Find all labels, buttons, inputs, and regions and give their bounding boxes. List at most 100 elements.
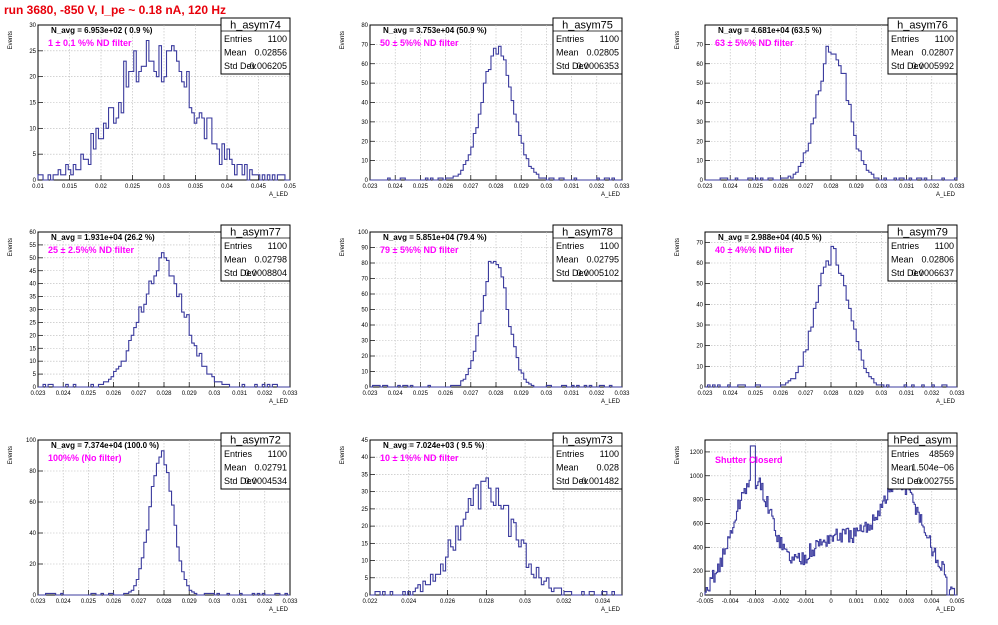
x-tick-label: 0.04 <box>221 184 233 190</box>
stat-value: 0.0008804 <box>244 268 287 278</box>
y-tick-label: 20 <box>29 75 36 81</box>
x-tick-label: 0.024 <box>388 184 404 190</box>
y-tick-label: 60 <box>361 62 368 68</box>
y-tick-label: 100 <box>26 438 37 444</box>
y-tick-label: 20 <box>696 139 703 145</box>
x-tick-label: 0.032 <box>257 599 273 605</box>
filter-annotation: 40 ± 4%% ND filter <box>715 245 794 255</box>
histogram-name: h_asym75 <box>562 20 613 32</box>
y-tick-label: 15 <box>29 101 36 107</box>
x-tick-label: 0.031 <box>899 184 915 190</box>
x-tick-label: 0.033 <box>614 184 630 190</box>
filter-annotation: 79 ± 5%% ND filter <box>380 245 459 255</box>
stats-box: h_asym77 Entries 1100 Mean 0.02798 Std Dev0.0… <box>220 224 291 282</box>
x-axis-label: A_LED <box>936 399 956 405</box>
y-tick-label: 70 <box>361 42 368 48</box>
y-tick-label: 100 <box>358 230 369 236</box>
x-tick-label: 0.023 <box>362 391 378 397</box>
x-tick-label: 0.001 <box>849 599 865 605</box>
stat-value: 1100 <box>268 241 287 251</box>
stat-label: Std Dev <box>891 61 924 71</box>
y-tick-label: 30 <box>29 308 36 314</box>
x-tick-label: 0.033 <box>282 599 298 605</box>
stat-value: 1100 <box>600 34 619 44</box>
y-tick-label: 400 <box>693 545 704 551</box>
x-tick-label: 0.03 <box>209 599 221 605</box>
x-tick-label: 0.026 <box>440 599 456 605</box>
histogram-line <box>38 450 290 596</box>
histogram-panel: -0.005 -0.004 -0.003 -0.002 -0.001 0 0.001 0.00… <box>675 432 965 613</box>
stat-value: 1100 <box>935 34 954 44</box>
x-tick-label: 0.023 <box>30 391 46 397</box>
stats-box: h_asym73 Entries 1100 Mean 0.028 Std Dev0.001… <box>552 432 623 490</box>
y-tick-label: 20 <box>361 139 368 145</box>
stat-label: Mean <box>891 255 914 265</box>
stat-label: Mean <box>891 48 914 58</box>
x-tick-label: 0.032 <box>924 184 940 190</box>
x-tick-label: 0.026 <box>773 391 789 397</box>
y-tick-label: 40 <box>361 101 368 107</box>
x-axis-label: A_LED <box>936 607 956 613</box>
stat-value: 0.0006637 <box>911 268 954 278</box>
y-tick-label: 25 <box>361 507 368 513</box>
stats-box: h_asym78 Entries 1100 Mean 0.02795 Std Dev0.0… <box>552 224 623 282</box>
x-tick-label: 0.028 <box>156 391 172 397</box>
x-tick-label: 0.031 <box>564 184 580 190</box>
x-tick-label: 0.027 <box>798 184 814 190</box>
stat-value: 0.0004534 <box>244 476 287 486</box>
x-tick-label: 0.03 <box>158 184 170 190</box>
y-tick-label: 10 <box>361 159 368 165</box>
y-axis-label: Events <box>8 238 14 256</box>
stat-value: 0.028 <box>596 463 619 473</box>
histogram-panel: 0.023 0.024 0.025 0.026 0.027 0.028 0.029 0.03 0… <box>340 224 630 405</box>
y-tick-label: 0 <box>33 178 37 184</box>
navg-label: N_avg = 7.024e+03 ( 9.5 %) <box>383 441 485 450</box>
x-tick-label: 0.028 <box>488 391 504 397</box>
x-tick-label: 0.004 <box>924 599 940 605</box>
stat-value: 0.006205 <box>249 61 287 71</box>
navg-label: N_avg = 2.988e+04 (40.5 %) <box>718 233 822 242</box>
histogram-line <box>370 45 622 181</box>
navg-label: N_avg = 4.681e+04 (63.5 %) <box>718 26 822 35</box>
x-axis-label: A_LED <box>601 607 621 613</box>
y-tick-label: 0 <box>33 385 37 391</box>
y-tick-label: 60 <box>29 230 36 236</box>
stat-label: Std Dev <box>891 476 924 486</box>
y-tick-label: 20 <box>361 354 368 360</box>
stat-value: 0.001482 <box>581 476 619 486</box>
histogram-line <box>38 252 290 388</box>
x-axis-label: A_LED <box>936 192 956 198</box>
stat-label: Std Dev <box>556 476 589 486</box>
y-tick-label: 0 <box>33 593 37 599</box>
y-tick-label: 60 <box>29 500 36 506</box>
y-tick-label: 10 <box>29 359 36 365</box>
stat-value: 0.02798 <box>254 255 287 265</box>
x-tick-label: 0.032 <box>556 599 572 605</box>
x-tick-label: 0.024 <box>723 391 739 397</box>
stat-label: Entries <box>224 34 253 44</box>
stat-label: Entries <box>556 241 585 251</box>
y-axis-label: Events <box>675 446 681 464</box>
navg-label: N_avg = 3.753e+04 (50.9 %) <box>383 26 487 35</box>
histogram-panel: 0.023 0.024 0.025 0.026 0.027 0.028 0.029 0.03 0… <box>675 224 965 405</box>
y-tick-label: 25 <box>29 49 36 55</box>
x-tick-label: 0.031 <box>232 599 248 605</box>
x-tick-label: 0.02 <box>95 184 107 190</box>
stat-label: Entries <box>891 449 920 459</box>
y-tick-label: 30 <box>361 339 368 345</box>
histogram-panel: 0.023 0.024 0.025 0.026 0.027 0.028 0.029 0.03 0… <box>8 432 298 613</box>
y-tick-label: 0 <box>700 385 704 391</box>
y-tick-label: 70 <box>696 42 703 48</box>
x-tick-label: 0.024 <box>56 391 72 397</box>
x-tick-label: 0.027 <box>798 391 814 397</box>
stat-label: Mean <box>556 463 579 473</box>
histogram-line <box>370 477 622 596</box>
x-axis-label: A_LED <box>269 399 289 405</box>
y-tick-label: 200 <box>693 569 704 575</box>
filter-annotation: 100%% (No filter) <box>48 453 122 463</box>
stats-box-frame <box>552 432 623 490</box>
stat-label: Mean <box>556 255 579 265</box>
y-tick-label: 25 <box>29 320 36 326</box>
stat-value: 1100 <box>268 449 287 459</box>
stat-value: 0.02795 <box>586 255 619 265</box>
